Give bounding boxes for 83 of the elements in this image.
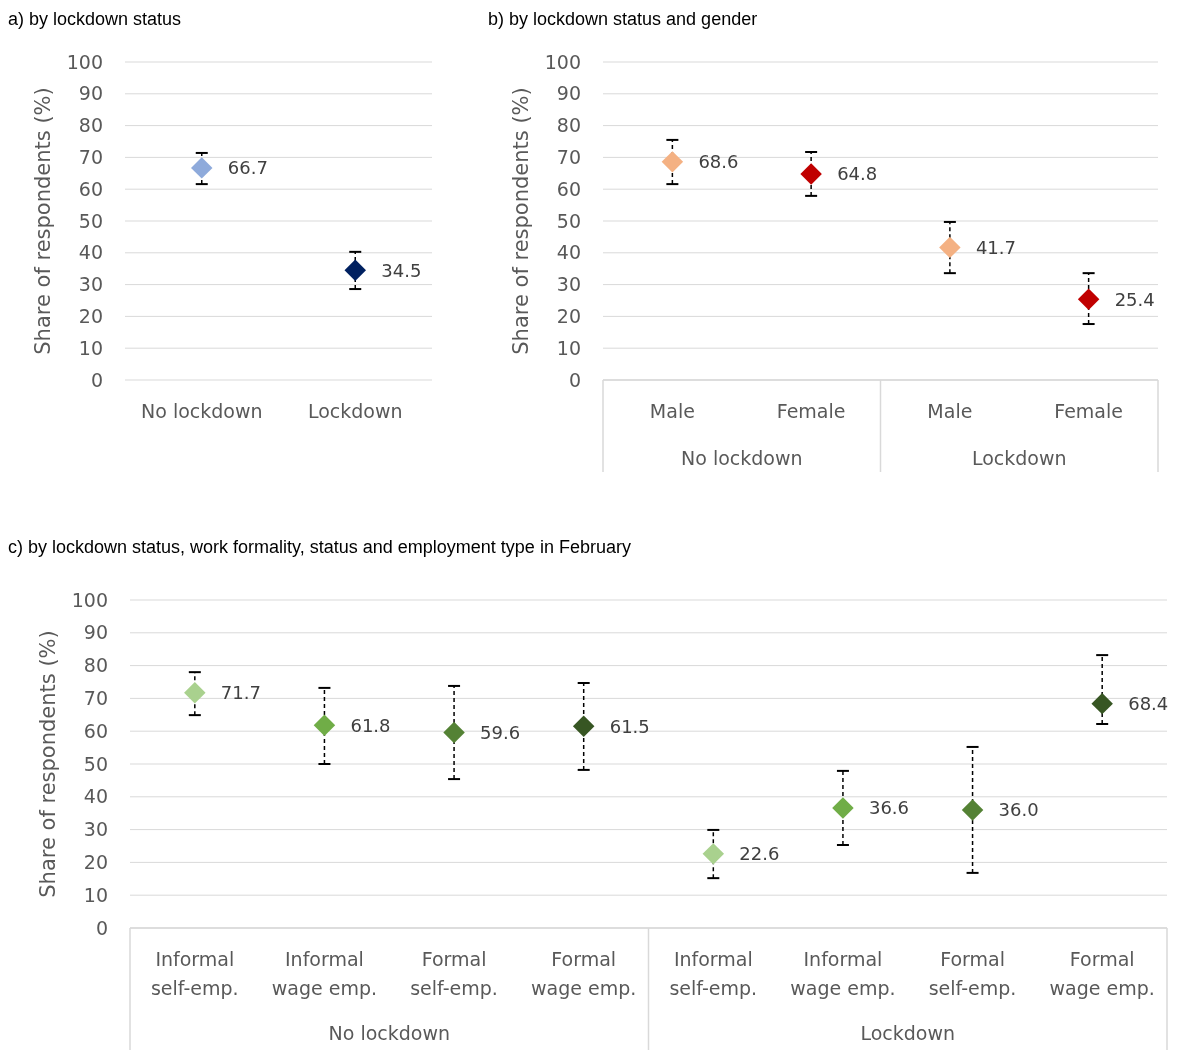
y-tick-label: 70 [83,687,108,710]
point [800,163,822,185]
x-tick-label: Formal wage emp. [1049,948,1155,999]
data-label: 25.4 [1114,288,1155,310]
text: No lockdown [681,447,803,469]
y-tick-label: 0 [95,916,108,939]
data-label: 68.4 [1128,692,1169,714]
y-tick-label: 20 [556,305,581,328]
data-label: 59.6 [480,721,521,743]
y-tick-label: 50 [556,209,581,232]
data-label: 64.8 [837,163,878,185]
data-label: 22.6 [739,843,780,865]
point [443,721,465,744]
y-tick-label: 40 [83,785,108,808]
point [313,714,336,737]
y-tick-label: 0 [90,368,103,391]
data-label: 41.7 [975,236,1016,258]
point [572,715,595,737]
y-axis-title: Share of respondents (%) [509,87,533,355]
y-tick-label: 0 [568,368,581,391]
y-tick-label: 60 [83,719,108,742]
y-tick-label: 50 [83,752,108,775]
y-tick-label: 80 [83,654,108,677]
point [1077,288,1100,310]
data-label: 68.6 [698,151,739,173]
x-tick-label: Informal self-emp. [150,948,239,999]
y-tick-label: 10 [83,883,108,906]
y-tick-label: 30 [78,273,103,296]
y-tick-label: 90 [83,621,108,644]
x-tick-label: Lockdown [307,400,403,422]
x-tick-label: Formal self-emp. [928,948,1017,999]
point [939,236,961,259]
y-tick-label: 20 [83,851,108,874]
y-tick-label: 80 [556,114,581,137]
data-label: 61.8 [350,714,391,736]
point [184,682,206,704]
x-tick-label: Female [776,400,846,422]
point [661,151,684,173]
y-tick-label: 100 [71,588,108,611]
text: Lockdown [860,1022,956,1044]
x-tick-label: Formal self-emp. [410,948,498,999]
y-tick-label: 100 [66,50,103,73]
y-tick-label: 90 [556,82,581,105]
y-tick-label: 70 [78,146,103,169]
point [961,799,984,821]
text: No lockdown [328,1022,450,1044]
y-tick-label: 40 [556,241,581,264]
y-tick-label: 30 [83,818,108,841]
y-axis-title: Share of respondents (%) [36,630,60,898]
x-tick-label: Formal wage emp. [531,948,637,999]
x-tick-label: Male [927,400,973,422]
data-label: 61.5 [609,715,650,737]
y-tick-label: 60 [556,177,581,200]
point [832,797,854,819]
y-tick-label: 20 [78,305,103,328]
y-tick-label: 70 [556,146,581,169]
x-tick-label: Informal self-emp. [669,948,758,999]
y-tick-label: 90 [78,82,103,105]
data-label: 36.0 [998,799,1039,821]
text: Lockdown [971,447,1067,469]
y-tick-label: 80 [78,114,103,137]
y-tick-label: 50 [78,209,103,232]
data-label: 36.6 [868,797,910,819]
chart-title: b) by lockdown status and gender [488,9,758,29]
chart-title: a) by lockdown status [8,9,182,29]
y-tick-label: 30 [556,273,581,296]
chart-title: c) by lockdown status, work formality, status and employment type in February [8,537,631,557]
data-label: 34.5 [381,259,422,281]
y-tick-label: 10 [556,336,581,359]
data-label: 66.7 [227,157,268,179]
x-tick-label: Female [1054,400,1123,422]
point [702,843,725,865]
y-tick-label: 40 [78,241,103,264]
point [1091,692,1113,715]
y-tick-label: 10 [78,336,103,359]
y-tick-label: 100 [544,50,581,73]
x-tick-label: Informal wage emp. [271,948,378,999]
y-axis-title: Share of respondents (%) [31,87,55,355]
y-tick-label: 60 [78,177,103,200]
x-tick-label: No lockdown [141,400,263,422]
x-tick-label: Informal wage emp. [790,948,896,999]
x-tick-label: Male [649,400,695,422]
data-label: 71.7 [220,682,261,704]
